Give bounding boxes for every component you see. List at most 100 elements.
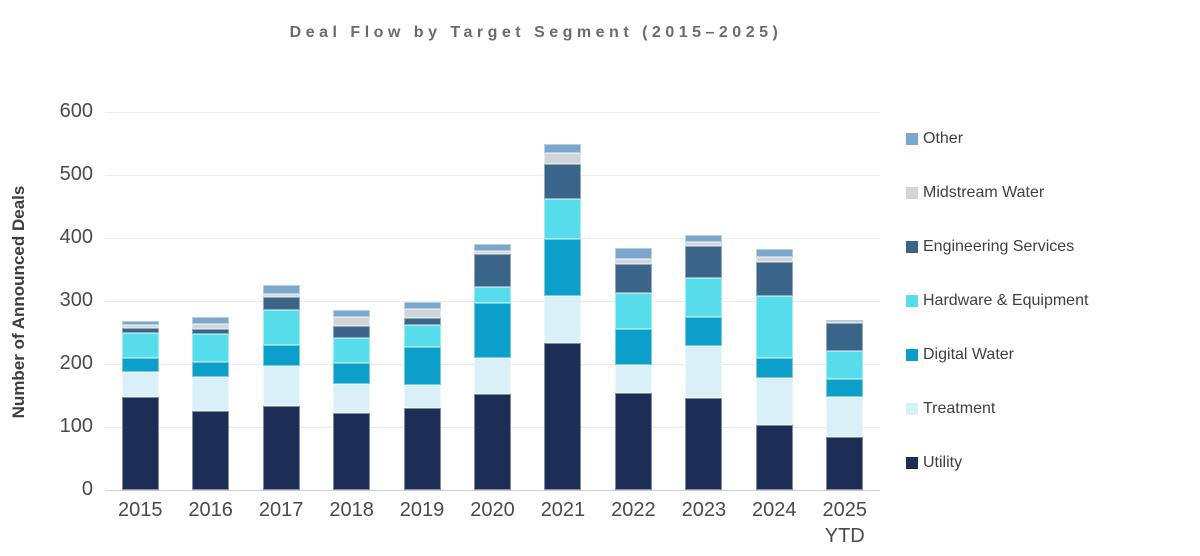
bar-segment-midstream-water-2015 (121, 324, 159, 329)
legend-label-midstream-water: Midstream Water (923, 184, 1045, 201)
bar-segment-other-2016 (192, 316, 230, 325)
legend-swatch-digital-water (906, 349, 918, 361)
bar-segment-engineering-services-2023 (685, 245, 723, 279)
bar-segment-utility-2020 (473, 394, 511, 490)
bar-slot-2020 (457, 112, 527, 490)
bar-segment-other-2019 (403, 302, 441, 310)
legend-item-other: Other (906, 112, 1196, 166)
bar-segment-engineering-services-2025 (826, 323, 864, 351)
bar-segment-digital-water-2015 (121, 358, 159, 373)
bar-segment-engineering-services-2018 (333, 326, 371, 338)
bar-segment-treatment-2025 (826, 397, 864, 438)
bar-segment-digital-water-2025 (826, 379, 864, 398)
stacked-bar-2025 (826, 319, 864, 490)
x-tick-label-2021: 2021 (528, 497, 598, 549)
y-tick-label-500: 500 (59, 163, 93, 185)
bar-segment-midstream-water-2019 (403, 309, 441, 319)
legend-swatch-engineering-services (906, 241, 918, 253)
y-tick-label-0: 0 (81, 478, 93, 500)
bar-segment-utility-2024 (755, 425, 793, 490)
legend-item-hardware-equipment: Hardware & Equipment (906, 274, 1196, 328)
bar-segment-midstream-water-2022 (614, 258, 652, 265)
stacked-bar-2024 (755, 249, 793, 490)
legend-item-digital-water: Digital Water (906, 328, 1196, 382)
gridline-0 (105, 489, 880, 491)
legend-label-treatment: Treatment (923, 400, 996, 417)
bar-segment-hardware-equipment-2022 (614, 292, 652, 330)
bar-segment-treatment-2020 (473, 357, 511, 395)
bar-segment-engineering-services-2016 (192, 328, 230, 335)
bar-segment-digital-water-2022 (614, 329, 652, 366)
stacked-bar-2023 (685, 234, 723, 490)
x-tick-label-text: 2019 (399, 499, 445, 521)
bar-slot-2022 (598, 112, 668, 490)
stacked-bar-2016 (192, 316, 230, 490)
bar-segment-digital-water-2018 (333, 362, 371, 384)
legend-item-utility: Utility (906, 436, 1196, 490)
legend-label-hardware-equipment: Hardware & Equipment (923, 292, 1089, 309)
bar-segment-digital-water-2016 (192, 362, 230, 378)
bar-segment-hardware-equipment-2023 (685, 278, 723, 318)
bar-segment-hardware-equipment-2024 (755, 296, 793, 359)
bar-segment-hardware-equipment-2015 (121, 333, 159, 359)
x-tick-label-text: 2015 (117, 499, 163, 521)
bar-segment-digital-water-2021 (544, 239, 582, 296)
bar-segment-hardware-equipment-2020 (473, 287, 511, 303)
bar-segment-hardware-equipment-2016 (192, 334, 230, 363)
y-tick-label-600: 600 (59, 100, 93, 122)
legend-swatch-treatment (906, 403, 918, 415)
x-tick-label-text: 2025 (822, 499, 868, 521)
bar-segment-utility-2018 (333, 412, 371, 490)
x-tick-label-text: 2017 (258, 499, 304, 521)
bar-segment-other-2022 (614, 248, 652, 259)
x-axis-labels: 2015 2016 2017 2018 2019 2020 2021 2022 2023 2024… (105, 497, 880, 549)
bar-segment-engineering-services-2021 (544, 164, 582, 199)
bar-segment-digital-water-2019 (403, 347, 441, 386)
bar-segment-hardware-equipment-2019 (403, 324, 441, 348)
x-tick-label-2024: 2024 (739, 497, 809, 549)
legend-label-engineering-services: Engineering Services (923, 238, 1075, 255)
bar-segment-midstream-water-2020 (473, 251, 511, 255)
bar-slot-2019 (387, 112, 457, 490)
bar-segment-treatment-2021 (544, 295, 582, 343)
bar-segment-digital-water-2020 (473, 302, 511, 358)
x-tick-label-2018: 2018 (316, 497, 386, 549)
bar-segment-treatment-2019 (403, 385, 441, 409)
x-tick-sub-label: YTD (824, 525, 865, 547)
bar-segment-other-2024 (755, 249, 793, 257)
x-tick-label-text: 2022 (611, 499, 656, 521)
bar-segment-engineering-services-2015 (121, 328, 159, 334)
bar-segment-hardware-equipment-2021 (544, 198, 582, 240)
bar-slot-2018 (316, 112, 386, 490)
x-tick-label-text: 2020 (470, 499, 515, 521)
x-tick-label-2023: 2023 (669, 497, 739, 549)
legend-label-digital-water: Digital Water (923, 346, 1014, 363)
x-tick-label-text: 2018 (329, 499, 374, 521)
bar-segment-treatment-2023 (685, 345, 723, 399)
bar-segment-engineering-services-2017 (262, 297, 300, 310)
legend: Other Midstream Water Engineering Services… (906, 112, 1196, 490)
bar-segment-utility-2021 (544, 342, 582, 490)
stacked-bar-2019 (403, 302, 441, 490)
bar-segment-utility-2023 (685, 398, 723, 490)
x-tick-label-2022: 2022 (598, 497, 668, 549)
stacked-bar-2015 (121, 321, 159, 490)
bar-segment-other-2023 (685, 234, 723, 243)
x-tick-label-text: 2023 (681, 499, 727, 521)
bar-segment-other-2017 (262, 284, 300, 294)
x-tick-label-text: 2016 (188, 499, 233, 521)
bar-segment-digital-water-2017 (262, 345, 300, 366)
gridline-600 (105, 111, 880, 113)
bar-slot-2017 (246, 112, 316, 490)
bar-segment-midstream-water-2016 (192, 324, 230, 329)
bar-slot-2023 (669, 112, 739, 490)
bar-segment-utility-2017 (262, 405, 300, 490)
bar-segment-digital-water-2024 (755, 358, 793, 378)
legend-label-other: Other (923, 130, 964, 147)
bar-segment-utility-2019 (403, 408, 441, 490)
bar-segment-engineering-services-2020 (473, 254, 511, 288)
x-tick-label-2025: 2025 YTD (810, 497, 880, 549)
bar-segment-treatment-2018 (333, 383, 371, 413)
bar-segment-treatment-2015 (121, 372, 159, 398)
